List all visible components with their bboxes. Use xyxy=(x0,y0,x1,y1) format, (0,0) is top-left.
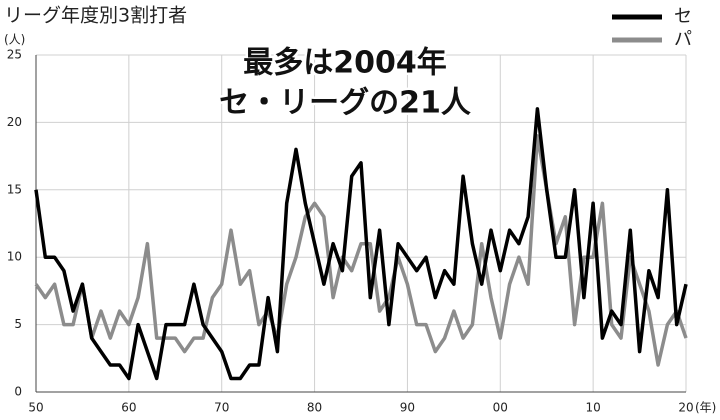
series-line xyxy=(34,107,688,381)
y-tick-label: 5 xyxy=(14,317,22,331)
annotation: 最多は2004年 xyxy=(243,46,447,81)
x-tick-label: 50 xyxy=(28,401,43,415)
x-tick-label: 90 xyxy=(400,401,415,415)
x-tick-label: 10 xyxy=(586,401,601,415)
legend-label: セ xyxy=(674,6,692,27)
x-tick-label: 00 xyxy=(493,401,508,415)
y-tick-label: 25 xyxy=(7,48,22,62)
x-tick-label: 70 xyxy=(214,401,229,415)
y-axis-label: (人) xyxy=(4,33,25,47)
annotation: セ・リーグの21人 xyxy=(219,86,471,121)
series-line xyxy=(34,134,688,367)
x-tick-label: 80 xyxy=(307,401,322,415)
y-tick-label: 0 xyxy=(14,385,22,399)
legend-label: パ xyxy=(674,29,692,50)
y-tick-label: 15 xyxy=(7,182,22,196)
y-tick-label: 20 xyxy=(7,115,22,129)
x-tick-label: 60 xyxy=(121,401,136,415)
y-tick-label: 10 xyxy=(7,250,22,264)
x-tick-label: 20 xyxy=(678,401,693,415)
chart-title: リーグ年度別3割打者 xyxy=(4,5,187,27)
x-axis-label: (年) xyxy=(695,401,716,415)
